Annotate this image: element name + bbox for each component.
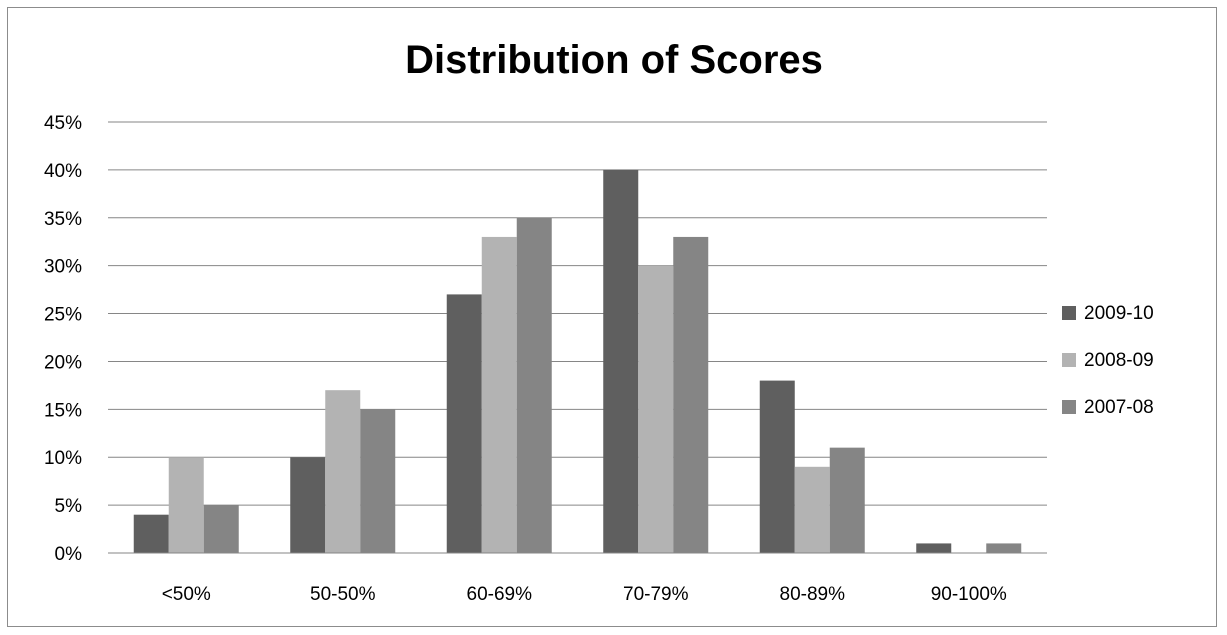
bar-2007-08-3 xyxy=(673,236,709,553)
legend-label-2009-10: 2009-10 xyxy=(1084,303,1154,324)
bar-2007-08-2 xyxy=(516,217,552,553)
x-tick-label: <50% xyxy=(162,584,211,605)
y-tick-label: 10% xyxy=(44,448,82,469)
legend-swatch-2009-10 xyxy=(1062,306,1076,320)
legend-swatch-2008-09 xyxy=(1062,353,1076,367)
y-tick-label: 25% xyxy=(44,305,82,326)
x-axis-ticks: <50% 50-50% 60-69% 70-79% 80-89% 90-100% xyxy=(162,584,1007,605)
y-tick-label: 5% xyxy=(55,496,83,517)
bar-2008-09-4 xyxy=(794,466,830,553)
bar-2008-09-3 xyxy=(638,265,674,553)
bar-2008-09-0 xyxy=(168,457,204,553)
bar-2007-08-5 xyxy=(986,543,1022,553)
y-tick-label: 40% xyxy=(44,161,82,182)
x-tick-label: 70-79% xyxy=(623,584,689,605)
bar-2007-08-1 xyxy=(360,409,396,553)
legend: 2009-10 2008-09 2007-08 xyxy=(1062,303,1154,418)
bar-2009-10-4 xyxy=(759,380,795,553)
y-tick-label: 45% xyxy=(44,113,82,134)
bar-2007-08-4 xyxy=(829,447,865,553)
x-tick-label: 90-100% xyxy=(931,584,1007,605)
x-tick-label: 80-89% xyxy=(780,584,846,605)
x-tick-label: 50-50% xyxy=(310,584,376,605)
y-tick-label: 0% xyxy=(55,544,83,565)
x-tick-label: 60-69% xyxy=(467,584,533,605)
bar-2009-10-3 xyxy=(603,169,639,553)
bar-2009-10-1 xyxy=(290,457,326,553)
legend-label-2008-09: 2008-09 xyxy=(1084,350,1154,371)
bar-2009-10-5 xyxy=(916,543,952,553)
bar-2009-10-0 xyxy=(133,514,169,553)
y-tick-label: 20% xyxy=(44,352,82,373)
y-tick-label: 35% xyxy=(44,209,82,230)
bar-2009-10-2 xyxy=(446,294,482,553)
bars xyxy=(133,169,1022,553)
y-tick-label: 30% xyxy=(44,257,82,278)
bar-2008-09-1 xyxy=(325,390,361,553)
legend-swatch-2007-08 xyxy=(1062,400,1076,414)
y-axis-ticks: 0% 5% 10% 15% 20% 25% 30% 35% 40% 45% xyxy=(44,113,82,565)
chart-title: Distribution of Scores xyxy=(405,38,823,82)
bar-2007-08-0 xyxy=(203,505,239,553)
bar-2008-09-2 xyxy=(481,236,517,553)
y-tick-label: 15% xyxy=(44,400,82,421)
gridlines xyxy=(108,121,1047,506)
legend-label-2007-08: 2007-08 xyxy=(1084,397,1154,418)
